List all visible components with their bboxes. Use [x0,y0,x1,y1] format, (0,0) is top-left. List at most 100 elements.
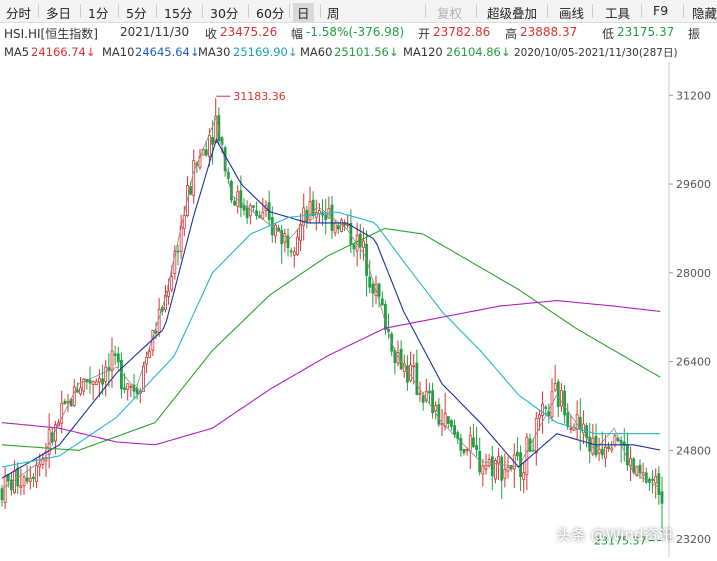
candle-body [324,214,328,221]
candle-body [453,425,456,435]
candle-body [556,381,560,407]
candle-body [384,303,387,331]
candle-body [79,387,82,395]
candle-body [569,427,573,430]
period-tab-2[interactable]: 1分 [88,6,109,21]
quote-info-bar: HSI.HI[恒生指数] 2021/11/30 收 23475.26 幅 -1.… [0,23,717,41]
candle-body [226,172,230,179]
toolbar-btn-2[interactable]: 画线 [559,6,585,21]
period-tab-4[interactable]: 15分 [164,6,193,21]
y-tick-label: 28000 [676,267,711,280]
candle-body [192,160,196,196]
toolbar-btn-4[interactable]: F9 [653,3,669,18]
candle-body [566,412,570,428]
candle-body [145,356,148,365]
candle-body [38,463,42,468]
ma10-value: 24645.64↓ [135,45,200,59]
candle-body [255,210,258,217]
candle-body [274,224,277,237]
toolbar-btn-3[interactable]: 工具 [605,6,631,21]
candle-body [113,353,117,356]
toolbar-separator [592,4,593,18]
candle-body [19,485,23,488]
candle-body [110,350,114,371]
toolbar-separator [80,4,81,18]
candle-body [648,478,651,483]
candle-body [132,384,136,392]
candle-body [220,137,224,145]
candle-body [585,425,588,439]
candle-body [85,378,89,383]
candle-body [644,472,648,483]
candle-body [248,205,252,217]
ma-line-ma10 [1,138,661,479]
candle-body [135,388,139,395]
candle-body [355,234,359,252]
candle-body [204,149,208,156]
candle-body [57,422,60,427]
period-tab-0[interactable]: 分时 [6,6,32,21]
candle-body [283,233,287,243]
toolbar-separator [547,4,548,18]
date-range: 2020/10/05-2021/11/30(287日) [514,47,678,59]
candle-body [412,365,416,368]
period-tab-1[interactable]: 多日 [46,6,72,21]
toolbar-separator [641,4,642,18]
candle-body [94,381,98,386]
candle-body [311,199,315,216]
candle-body [138,390,142,394]
candle-body [308,200,312,221]
candle-body [588,436,592,452]
candle-body [242,205,246,211]
ma120-value: 26104.86↓ [446,45,511,59]
candle-body [270,217,274,236]
period-tab-8[interactable]: 周 [327,6,340,21]
toolbar-btn-0[interactable]: 复权 [437,6,463,21]
open-value: 23782.86 [433,25,491,39]
candle-body [396,352,400,364]
candle-body [428,390,431,394]
period-tab-6[interactable]: 60分 [256,6,285,21]
candle-body [151,329,155,351]
candle-body [182,214,186,229]
close-value: 23475.26 [220,25,278,39]
open-label: 开 [418,27,431,41]
candle-body [10,479,13,491]
candle-body [296,236,299,255]
period-tab-7[interactable]: 日 [293,3,314,22]
toolbar-separator [425,4,426,18]
candle-body [512,454,516,470]
period-tab-5[interactable]: 30分 [210,6,239,21]
candle-body [459,437,463,451]
period-tab-3[interactable]: 5分 [126,6,147,21]
candle-body [402,363,406,373]
candle-body [318,210,321,215]
toolbar-btn-5[interactable]: 隐藏 [692,6,717,21]
ma5-label: MA5 [4,45,30,59]
candle-body [223,147,227,172]
candle-body [654,475,658,484]
candle-body [258,215,262,219]
candle-body [582,423,585,434]
candle-body [25,477,29,482]
candle-body [597,448,601,454]
candle-body [626,444,629,466]
candle-body [600,448,604,456]
candle-body [380,298,384,306]
candle-body [406,365,409,383]
candle-body [362,240,365,248]
candle-body [330,204,334,231]
candle-body [651,478,654,481]
candle-body [252,205,255,208]
ma-line-ma5 [1,116,661,490]
candle-body [76,389,79,393]
toolbar-btn-1[interactable]: 超级叠加 [487,6,538,21]
candle-body [129,386,133,388]
candle-body [186,185,189,216]
candle-body [421,395,425,403]
change-label: 幅 [291,27,304,41]
candle-body [289,250,293,253]
candle-body [28,477,32,482]
toolbar-separator [156,4,157,18]
